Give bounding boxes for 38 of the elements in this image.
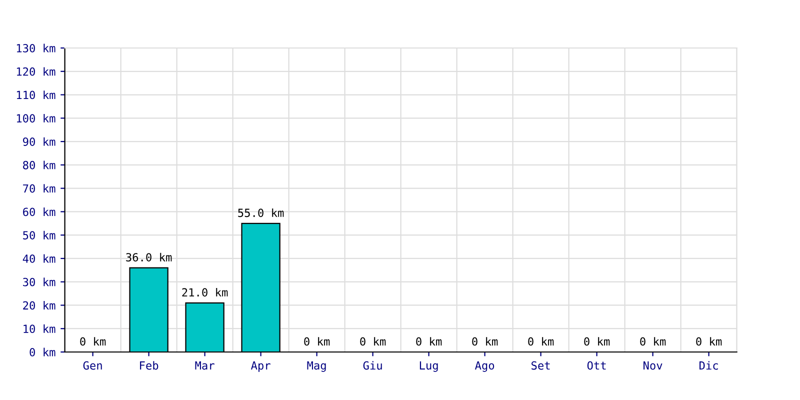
y-tick-label: 90 km (23, 137, 56, 146)
x-tick-label: Gen (83, 361, 102, 370)
data-label: 55.0 km (238, 208, 284, 218)
x-tick-label: Feb (140, 361, 158, 370)
x-tick-label: Dic (700, 361, 718, 370)
x-tick-label: Apr (250, 361, 270, 372)
x-tick-label: Set (532, 361, 550, 370)
x-tick-label: Nov (644, 361, 662, 370)
x-tick-label: Ott (587, 361, 606, 370)
y-tick-label: 120 km (16, 67, 56, 76)
data-label: 0 km (304, 337, 330, 346)
y-tick-label: 70 km (23, 184, 56, 193)
y-tick-label: 50 km (23, 230, 56, 240)
y-tick-label: 10 km (24, 324, 56, 334)
y-tick-label: 40 km (22, 254, 56, 263)
y-tick-label: 0 km (30, 348, 56, 356)
y-tick-label: 100 km (16, 114, 56, 123)
data-label: 0 km (584, 337, 610, 346)
x-tick-label: Mag (307, 361, 326, 372)
y-tick-label: 60 km (23, 208, 56, 216)
data-label: 0 km (528, 337, 554, 346)
data-label: 0 km (696, 337, 722, 346)
y-tick-label: 30 km (23, 278, 56, 286)
data-label: 0 km (360, 337, 386, 346)
y-tick-label: 80 km (23, 160, 56, 170)
y-tick-label: 110 km (16, 90, 56, 100)
y-tick-label: 130 km (16, 44, 56, 52)
x-tick-label: Mar (195, 361, 214, 370)
data-label: 0 km (80, 337, 106, 346)
data-label: 36.0 km (126, 252, 172, 262)
data-label: 0 km (640, 337, 666, 346)
data-label: 21.0 km (182, 288, 228, 297)
x-tick-label: Ago (474, 361, 494, 372)
x-tick-label: Lug (420, 361, 438, 372)
y-tick-label: 20 km (23, 301, 56, 310)
data-label: 0 km (472, 337, 498, 346)
data-label: 0 km (416, 337, 442, 346)
x-tick-label: Giu (363, 361, 382, 370)
